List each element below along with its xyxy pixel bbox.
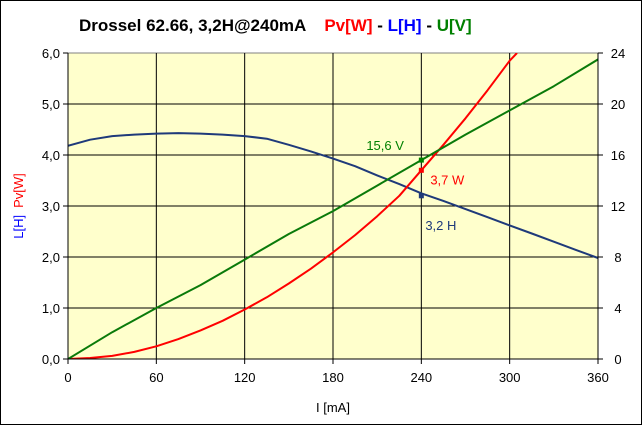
series-layer (68, 53, 598, 359)
title-part: U[V] (437, 16, 472, 35)
y-axis-label: L[H] Pv[W] (11, 173, 26, 239)
annotations-layer: 15,6 V 3,7 W 3,2 H (366, 138, 465, 233)
y-right-tick-label: 4 (614, 301, 621, 316)
annotation-marker (418, 193, 424, 199)
x-tick-label: 120 (234, 370, 256, 385)
series-line-lh (68, 132, 598, 259)
x-tick-label: 180 (322, 370, 344, 385)
y-right-tick-label: 0 (614, 352, 621, 367)
x-tick-label: 360 (587, 370, 609, 385)
title-part: - (373, 16, 388, 35)
x-tick-label: 240 (410, 370, 432, 385)
y-left-tick-label: 0,0 (42, 352, 60, 367)
y-right-tick-label: 24 (611, 46, 625, 61)
x-tick-label: 0 (64, 370, 71, 385)
title-part: L[H] (388, 16, 422, 35)
y-left-tick-label: 2,0 (42, 250, 60, 265)
chart-title: Drossel 62.66, 3,2H@240mA Pv[W] - L[H] - … (79, 16, 472, 35)
y-left-tick-label: 4,0 (42, 148, 60, 163)
annotation-label: 3,2 H (425, 218, 456, 233)
y-right-tick-label: 16 (611, 148, 625, 163)
annotation-marker (418, 157, 424, 163)
axes-layer: 0 60 120 180 240 300 360 0,0 1,0 2,0 3,0 4,0 5,0 6,0 0… (42, 46, 625, 385)
x-axis-label: I [mA] (316, 400, 350, 415)
x-tick-label: 300 (499, 370, 521, 385)
y-label-part: Pv[W] (11, 173, 26, 208)
y-right-tick-label: 8 (614, 250, 621, 265)
y-left-tick-label: 6,0 (42, 46, 60, 61)
annotation-label: 3,7 W (430, 172, 465, 187)
annotation-label: 15,6 V (366, 138, 404, 153)
y-right-tick-label: 12 (611, 199, 625, 214)
y-left-tick-label: 1,0 (42, 301, 60, 316)
y-right-tick-label: 20 (611, 97, 625, 112)
title-part: - (422, 16, 437, 35)
y-left-tick-label: 5,0 (42, 97, 60, 112)
y-label-part: L[H] (11, 215, 26, 239)
series-line-uv (68, 58, 598, 359)
annotation-marker (418, 167, 424, 173)
series-line-pvw (68, 53, 518, 359)
title-part: Drossel 62.66, 3,2H@240mA (79, 16, 306, 35)
y-left-tick-label: 3,0 (42, 199, 60, 214)
title-part: Pv[W] (324, 16, 372, 35)
x-tick-label: 60 (149, 370, 163, 385)
